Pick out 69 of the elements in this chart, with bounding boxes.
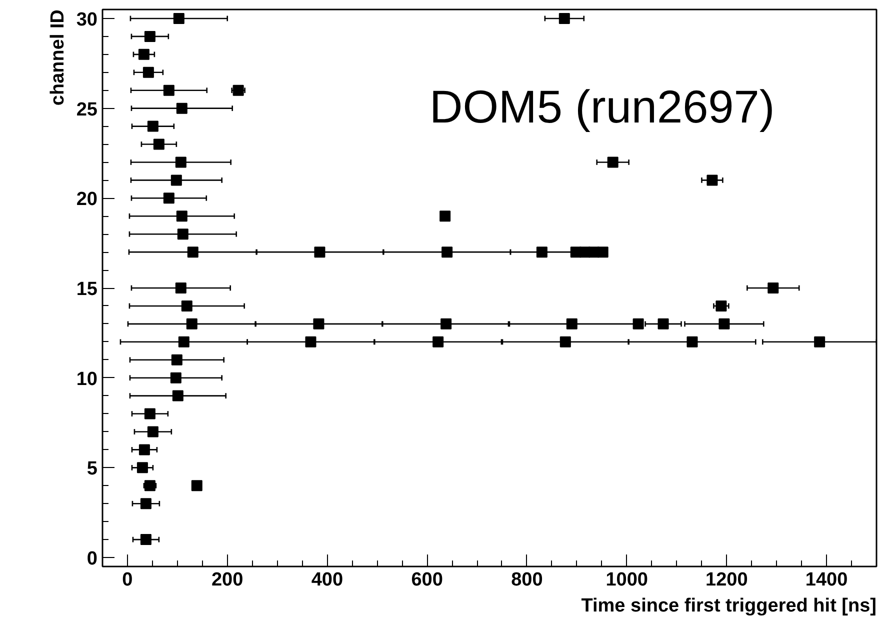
- point: [716, 300, 727, 312]
- point: [686, 336, 698, 348]
- point: [536, 246, 548, 258]
- x-tick-label: 400: [311, 570, 344, 590]
- y-axis-title: channel ID: [48, 10, 68, 106]
- point: [432, 336, 444, 348]
- point: [187, 246, 198, 258]
- point: [175, 156, 186, 168]
- x-axis-title: Time since first triggered hit [ns]: [581, 596, 877, 616]
- point: [171, 354, 182, 366]
- y-tick-label: 15: [76, 279, 98, 300]
- point: [153, 138, 164, 150]
- point: [147, 120, 158, 132]
- point: [144, 480, 156, 492]
- point: [170, 372, 182, 384]
- point: [706, 174, 718, 186]
- point: [181, 300, 192, 312]
- point: [176, 102, 188, 114]
- point: [597, 246, 608, 258]
- point: [147, 426, 158, 438]
- point: [172, 390, 184, 402]
- y-tick-label: 5: [86, 458, 98, 480]
- y-tick-label: 30: [76, 9, 98, 30]
- point: [440, 210, 451, 222]
- point: [175, 282, 186, 294]
- point: [163, 84, 174, 96]
- x-tick-label: 600: [411, 570, 443, 590]
- x-tick-label: 1200: [706, 570, 748, 590]
- x-tick-label: 200: [211, 570, 244, 590]
- point: [138, 48, 150, 60]
- point: [177, 228, 188, 240]
- x-tick-label: 0: [122, 570, 133, 590]
- point: [140, 498, 152, 510]
- point: [632, 318, 644, 330]
- point: [176, 210, 188, 222]
- point: [442, 246, 453, 258]
- point: [186, 318, 198, 330]
- point: [560, 336, 571, 348]
- y-tick-label: 25: [76, 99, 98, 120]
- point: [305, 336, 316, 348]
- point: [313, 318, 324, 330]
- point: [658, 318, 669, 330]
- point: [142, 66, 154, 78]
- point: [558, 12, 570, 24]
- point: [191, 480, 202, 492]
- point: [440, 318, 452, 330]
- point: [607, 156, 618, 168]
- x-tick-label: 1000: [606, 570, 648, 590]
- point: [314, 246, 326, 258]
- point: [144, 408, 156, 420]
- annotation: DOM5 (run2697): [430, 80, 775, 132]
- point: [170, 174, 182, 186]
- x-tick-label: 800: [511, 570, 543, 590]
- point: [718, 318, 730, 330]
- point: [136, 462, 148, 474]
- point: [768, 282, 779, 294]
- x-tick-label: 1400: [805, 570, 848, 590]
- y-tick-label: 10: [76, 368, 98, 390]
- point: [138, 444, 150, 456]
- point: [814, 336, 826, 348]
- point: [232, 84, 244, 96]
- point: [173, 12, 184, 24]
- point: [144, 30, 156, 42]
- point: [140, 534, 152, 546]
- point: [178, 336, 190, 348]
- point: [566, 318, 578, 330]
- y-tick-label: 20: [76, 189, 98, 210]
- point: [163, 192, 174, 204]
- y-tick-label: 0: [86, 548, 98, 570]
